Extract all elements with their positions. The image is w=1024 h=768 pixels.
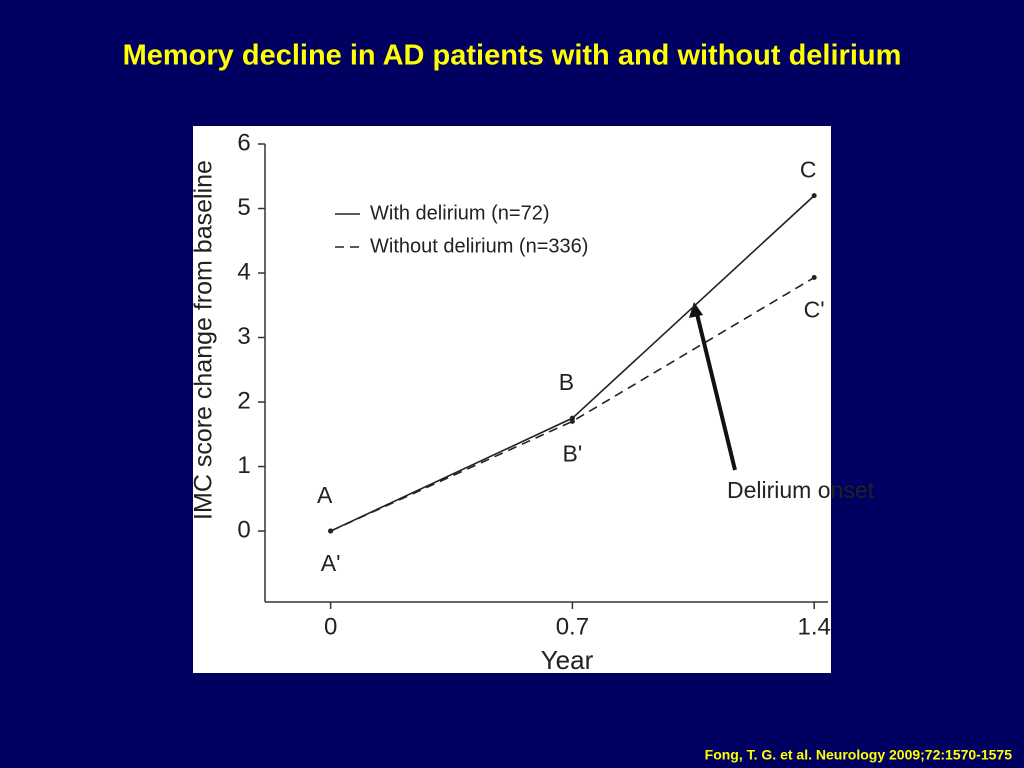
point-label: A' <box>321 550 341 576</box>
annotation-arrow <box>695 313 737 471</box>
x-tick-label: 1.4 <box>797 613 830 640</box>
x-tick-label: 0.7 <box>556 613 589 640</box>
data-point <box>569 418 575 424</box>
annotation-text: Delirium onset <box>727 477 875 503</box>
legend-label: Without delirium (n=336) <box>370 235 588 257</box>
y-tick-label: 2 <box>237 387 250 414</box>
y-tick-label: 5 <box>237 194 250 221</box>
y-axis-label: IMC score change from baseline <box>190 160 218 520</box>
data-point <box>811 275 817 281</box>
y-tick-label: 6 <box>237 129 250 156</box>
point-label: C' <box>804 297 825 323</box>
data-point <box>811 193 817 199</box>
point-label: A <box>317 482 333 508</box>
point-label: B' <box>563 440 583 466</box>
slide-title: Memory decline in AD patients with and w… <box>123 40 902 72</box>
x-tick-label: 0 <box>324 613 337 640</box>
y-tick-label: 3 <box>237 323 250 350</box>
point-label: C <box>800 157 817 183</box>
x-axis-label: Year <box>541 645 594 675</box>
chart-panel <box>193 126 831 673</box>
legend-label: With delirium (n=72) <box>370 202 550 224</box>
y-tick-label: 4 <box>237 258 250 285</box>
series-line <box>330 276 815 532</box>
y-tick-label: 0 <box>237 516 250 543</box>
data-point <box>328 528 334 534</box>
source-citation: Fong, T. G. et al. Neurology 2009;72:157… <box>705 747 1013 763</box>
y-tick-label: 1 <box>237 452 250 479</box>
arrow-head <box>689 302 703 318</box>
point-label: B <box>559 369 574 395</box>
